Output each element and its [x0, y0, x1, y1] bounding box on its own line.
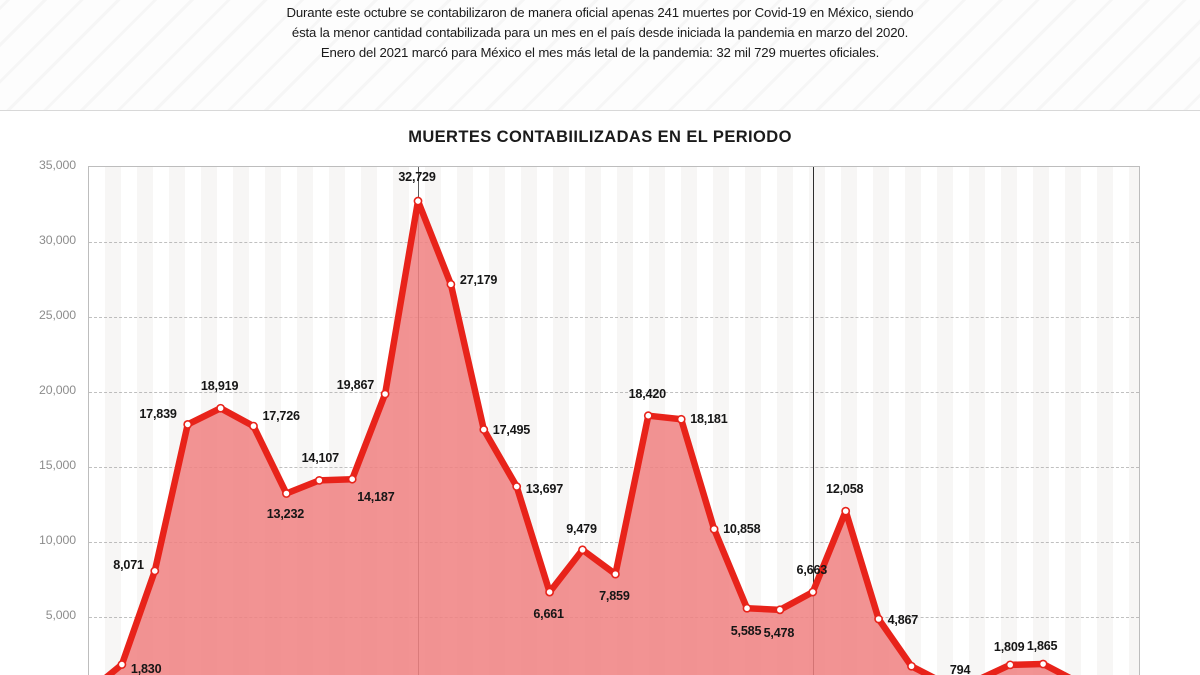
data-point-marker [216, 403, 225, 413]
data-point-label: 8,071 [113, 557, 144, 572]
data-point-marker [281, 489, 291, 498]
data-point-marker [709, 524, 719, 534]
data-point-label: 1,865 [1026, 639, 1058, 654]
header-line-3: Enero del 2021 marcó para México el mes … [320, 45, 880, 60]
data-point-marker [775, 605, 785, 615]
data-point-marker [479, 425, 489, 434]
data-point-label: 32,729 [398, 170, 436, 185]
data-point-label: 10,858 [723, 522, 761, 537]
header-line-2: ésta la menor cantidad contabilizada par… [291, 25, 909, 40]
y-axis-tick: 35,000 [38, 158, 76, 172]
data-point-marker [611, 569, 620, 579]
data-point-label: 5,478 [763, 625, 795, 640]
data-point-marker [676, 414, 686, 424]
data-point-marker [314, 475, 324, 485]
data-point-marker [249, 421, 258, 431]
data-point-marker [742, 603, 752, 613]
header-banner: Durante este octubre se contabilizaron d… [0, 0, 1200, 111]
data-point-marker [1038, 659, 1048, 669]
data-point-label: 1,809 [993, 639, 1025, 654]
data-point-label: 14,187 [357, 490, 395, 505]
data-point-marker [808, 587, 818, 597]
data-point-label: 6,661 [533, 607, 564, 622]
data-point-marker [150, 566, 160, 576]
gridline [89, 467, 1139, 468]
year-separator [812, 167, 814, 675]
data-point-label: 4,867 [887, 612, 919, 627]
gridline [89, 317, 1139, 318]
chart-container: MUERTES CONTABIILIZADAS EN EL PERIODO 35… [0, 111, 1200, 675]
y-axis-tick: 10,000 [38, 533, 76, 547]
chart-title: MUERTES CONTABIILIZADAS EN EL PERIODO [408, 128, 792, 146]
deaths-series [104, 196, 1072, 675]
series-markers [117, 196, 1048, 671]
data-point-marker [874, 614, 883, 624]
data-point-marker [907, 661, 916, 671]
series-line [104, 197, 1072, 675]
data-point-marker [117, 660, 127, 669]
data-point-label: 1,830 [130, 661, 162, 675]
y-axis-tick: 15,000 [38, 458, 76, 472]
data-point-marker [183, 420, 193, 429]
data-point-marker [643, 411, 653, 421]
y-axis-tick: 20,000 [38, 383, 76, 397]
data-point-label: 18,919 [200, 379, 239, 394]
data-point-label: 12,058 [826, 482, 864, 497]
data-point-label: 19,867 [336, 377, 375, 392]
y-axis-tick: 25,000 [38, 308, 76, 322]
data-point-marker [446, 279, 456, 289]
gridline [89, 242, 1139, 243]
data-point-label: 9,479 [566, 521, 597, 536]
data-point-label: 18,181 [690, 412, 728, 427]
data-point-label: 13,232 [266, 506, 305, 521]
data-point-marker [841, 506, 851, 516]
data-point-label: 6,663 [796, 563, 828, 578]
y-axis-tick: 5,000 [45, 608, 76, 622]
data-point-marker [380, 389, 390, 399]
gridline [89, 392, 1139, 393]
y-axis-tick: 30,000 [38, 233, 76, 247]
data-point-marker [413, 196, 423, 206]
data-point-label: 13,697 [525, 481, 564, 496]
data-point-marker [545, 587, 554, 597]
header-line-1: Durante este octubre se contabilizaron d… [286, 5, 914, 20]
data-point-label: 14,107 [301, 451, 340, 466]
gridline [89, 542, 1139, 543]
series-area [109, 201, 1065, 675]
data-point-label: 17,839 [139, 407, 177, 422]
data-point-marker [1005, 660, 1015, 670]
data-point-marker [578, 545, 587, 555]
data-point-label: 27,179 [459, 273, 498, 288]
data-point-label: 18,420 [628, 386, 667, 401]
data-point-marker [347, 474, 357, 484]
data-point-label: 5,585 [730, 624, 762, 639]
data-point-marker [512, 482, 522, 491]
data-point-label: 17,726 [262, 409, 301, 424]
data-point-label: 17,495 [492, 422, 531, 437]
data-point-label: 7,859 [599, 589, 630, 604]
data-point-label: 794 [949, 663, 971, 675]
plot-area [88, 166, 1140, 675]
header-description: Durante este octubre se contabilizaron d… [0, 3, 1200, 63]
